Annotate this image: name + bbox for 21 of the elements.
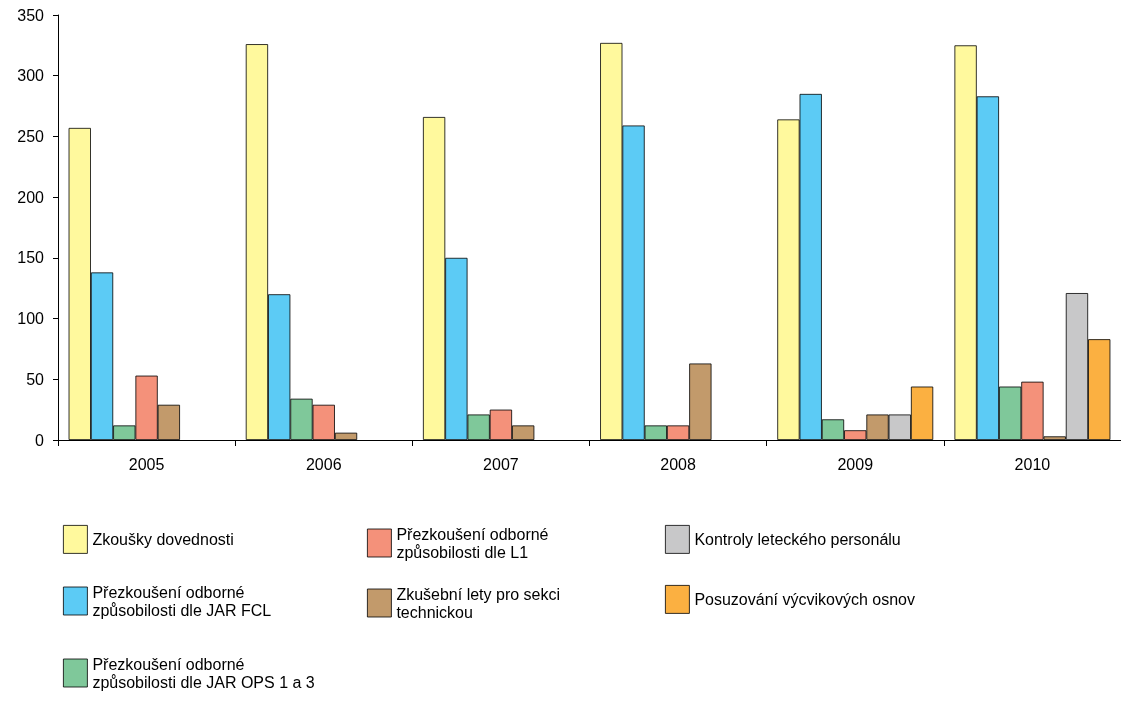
x-tick-label: 2010 xyxy=(1014,455,1051,473)
legend-label: Posuzování výcvikových osnov xyxy=(694,590,915,608)
y-tick-label: 300 xyxy=(17,67,45,85)
y-tick-label: 50 xyxy=(26,370,45,388)
y-tick-label: 0 xyxy=(35,431,45,449)
legend-label: Zkoušky dovednosti xyxy=(92,530,234,548)
x-tick-label: 2007 xyxy=(483,455,519,473)
y-tick-label: 350 xyxy=(17,6,45,24)
legend-label: Přezkoušení odborné způsobilosti dle JAR OPS 1 a 3 xyxy=(92,655,315,691)
legend-label: Přezkoušení odborné způsobilosti dle JAR FCL xyxy=(92,583,272,619)
legend-label: Zkušební lety pro sekci technickou xyxy=(396,585,565,621)
x-tick-label: 2005 xyxy=(128,455,165,473)
legend-label: Kontroly leteckého personálu xyxy=(694,530,901,548)
y-tick-label: 150 xyxy=(17,249,45,267)
x-tick-label: 2008 xyxy=(660,455,696,473)
x-tick-label: 2009 xyxy=(837,455,874,473)
x-tick-label: 2006 xyxy=(305,455,342,473)
y-tick-label: 100 xyxy=(17,310,45,328)
y-tick-label: 200 xyxy=(17,188,45,206)
legend-label: Přezkoušení odborné způsobilosti dle L1 xyxy=(396,525,553,561)
y-tick-label: 250 xyxy=(17,127,45,145)
